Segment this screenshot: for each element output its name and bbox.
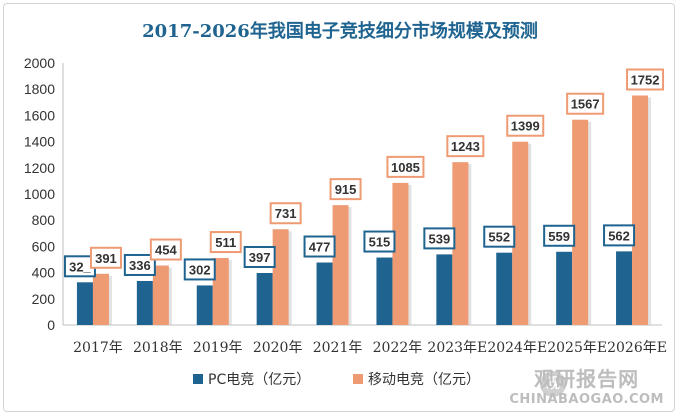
data-label-box (89, 246, 122, 269)
legend-swatch (193, 374, 203, 384)
y-tick-label: 400 (32, 265, 56, 281)
bar-pc (136, 280, 153, 325)
data-label: 559 (548, 229, 570, 244)
data-label: 32_ (69, 259, 91, 274)
data-label-box (483, 225, 516, 248)
data-label: 302 (189, 262, 211, 277)
x-tick-label: 2026年E (607, 340, 667, 356)
bar-pc (376, 257, 393, 325)
data-label: 731 (275, 206, 297, 221)
y-tick-label: 1200 (24, 160, 55, 176)
bar-pc (496, 252, 513, 325)
chart-title: 2017-2026年我国电子竞技细分市场规模及预测 (142, 20, 538, 42)
data-label-box (603, 224, 636, 247)
data-label: 511 (215, 235, 236, 250)
bar-mobile (632, 95, 649, 325)
data-label: 397 (249, 250, 271, 265)
legend-label: 移动电竞（亿元） (368, 371, 480, 388)
data-label-box (506, 114, 545, 137)
x-tick-label: 2025年E (547, 340, 607, 356)
bar-mobile (572, 119, 589, 326)
data-label: 1567 (571, 97, 600, 112)
data-label-box (446, 135, 485, 158)
legend-swatch (353, 374, 363, 384)
y-tick-label: 1400 (24, 134, 55, 150)
legend-label: PC电竞（亿元） (208, 371, 310, 388)
data-labels: 32_ 391 336 454 302 511 397 731 477 915 515 1085 539… (63, 68, 665, 281)
data-label-box (123, 253, 156, 276)
data-label: 1752 (631, 72, 660, 87)
bar-pc (556, 251, 573, 325)
data-label-box (243, 245, 276, 268)
data-label-box (363, 230, 396, 253)
x-tick-label: 2023年E (427, 340, 487, 356)
y-tick-label: 1800 (24, 81, 55, 97)
y-tick-label: 200 (32, 291, 56, 307)
y-tick-label: 800 (32, 212, 56, 228)
data-label: 391 (95, 251, 117, 266)
data-label: 1085 (391, 160, 420, 175)
data-label: 1243 (451, 139, 480, 154)
data-label: 477 (309, 240, 331, 255)
x-tick-label: 2021年 (313, 340, 363, 356)
bar-mobile (272, 229, 289, 325)
y-tick-label: 1000 (24, 186, 55, 202)
y-tick-label: 0 (47, 317, 55, 333)
bar-pc (316, 262, 333, 325)
data-label-box (423, 227, 456, 250)
y-tick-label: 1600 (24, 107, 55, 123)
data-label-box (626, 68, 665, 91)
bar-pc (256, 272, 273, 325)
data-label: 515 (369, 235, 391, 250)
bar-mobile (392, 182, 409, 325)
bar-mobile (212, 258, 229, 325)
x-tick-label: 2019年 (193, 340, 243, 356)
y-tick-label: 2000 (24, 55, 55, 71)
bar-pc (196, 285, 213, 325)
data-label: 1399 (511, 119, 540, 134)
x-tick-label: 2017年 (73, 340, 123, 356)
data-label-box (303, 235, 336, 258)
bars (76, 95, 652, 326)
x-tick-label: 2024年E (487, 340, 547, 356)
y-axis: 0 200 400 600 800 1000 1200 1400 1600 1800 2000 (24, 55, 64, 333)
bar-mobile (92, 273, 109, 325)
x-tick-label: 2018年 (133, 340, 183, 356)
bar-mobile (452, 162, 469, 325)
x-axis: 2017年 2018年 2019年 2020年 2021年 2022年 2023年E 2024… (63, 324, 667, 356)
legend: PC电竞（亿元） 移动电竞（亿元） (193, 371, 480, 388)
data-label-box (543, 224, 576, 247)
data-label: 336 (129, 258, 151, 273)
watermark-badge: 观 (540, 371, 566, 397)
bar-mobile (152, 265, 169, 325)
data-label-box (183, 258, 216, 281)
bar-pc (436, 254, 453, 325)
data-label-box (269, 202, 302, 225)
bar-mobile (332, 205, 349, 325)
data-label: 562 (608, 228, 630, 243)
x-tick-label: 2020年 (253, 340, 303, 356)
bar-pc (616, 251, 633, 325)
data-label-box (329, 178, 362, 201)
x-tick-label: 2022年 (373, 340, 423, 356)
bar-mobile (512, 141, 529, 325)
data-label: 454 (155, 243, 177, 258)
data-label-box (386, 155, 425, 178)
data-label-box (566, 92, 605, 115)
data-label-box (149, 238, 182, 261)
bar-pc (76, 282, 93, 325)
y-tick-label: 600 (32, 238, 56, 254)
data-label: 915 (335, 182, 357, 197)
data-label: 539 (428, 231, 450, 246)
data-label: 552 (488, 230, 510, 245)
data-label-box (209, 231, 242, 254)
